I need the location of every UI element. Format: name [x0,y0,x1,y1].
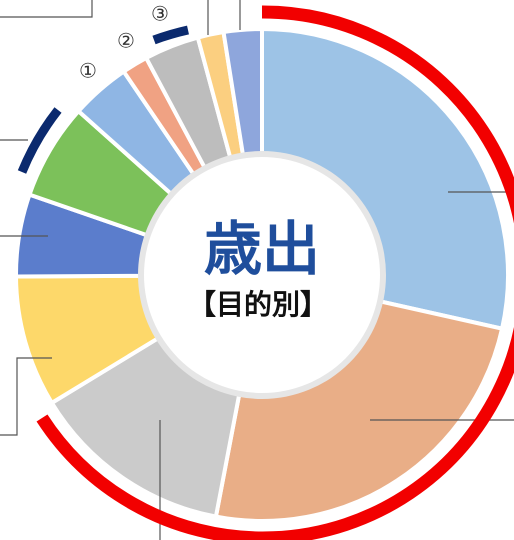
group-arc [17,107,62,174]
annotation: ① [79,59,97,83]
chart-subtitle: 【目的別】 [188,288,328,321]
annotation: ② [117,29,135,53]
group-arc [152,25,190,45]
inner-circle [144,157,380,393]
annotation: ③ [151,2,169,26]
slices [13,26,510,523]
chart-title: 歳出 [204,215,320,283]
leader-line [0,0,93,18]
leader-line [0,357,52,436]
highlight-arc [36,5,514,540]
